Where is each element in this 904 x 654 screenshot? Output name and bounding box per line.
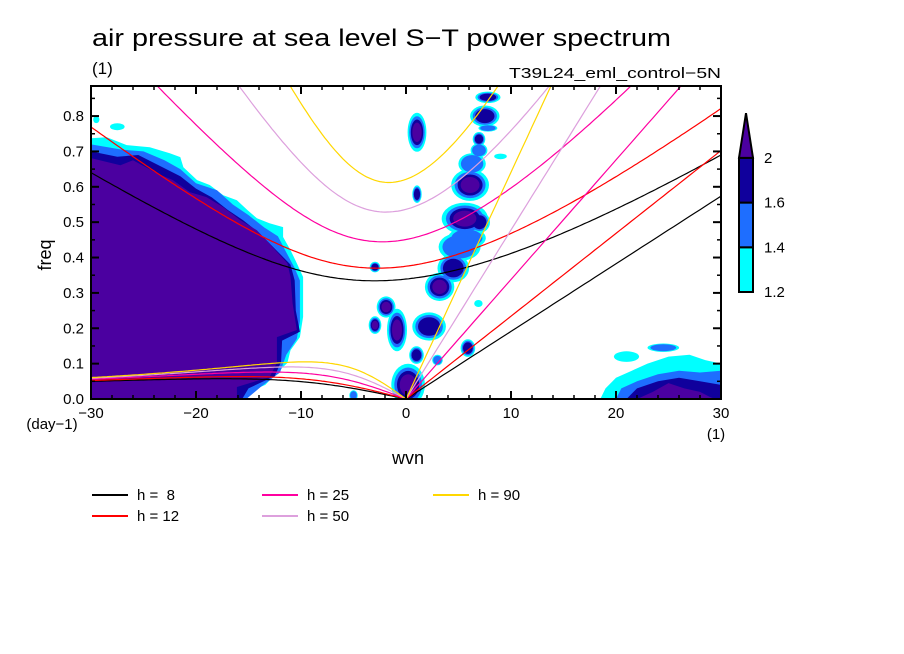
contour-blob-level-1_4 [472, 144, 486, 157]
y-tick-label: 0.0 [63, 391, 84, 408]
dispersion-curve-kelvin-h25 [405, 86, 682, 399]
legend-label: h = 90 [478, 487, 520, 504]
legend-item: h = 8 [92, 487, 175, 504]
contour-blob-level-1_6 [474, 134, 484, 144]
y-tick-label: 0.5 [63, 214, 84, 231]
contour-blob-level-1_2 [613, 351, 640, 362]
legend-item: h = 90 [433, 487, 520, 504]
x-axis-label: wvn [391, 448, 424, 468]
y-tick-label: 0.2 [63, 320, 84, 337]
contour-blob-level-1_6 [413, 188, 421, 200]
contour-blob-level-2 [460, 177, 480, 193]
contour-blob-level-2 [399, 374, 417, 396]
contour-blob-level-1_2 [110, 123, 125, 131]
contour-blob-level-2 [371, 320, 379, 330]
y-axis-unit-label: (day−1) [26, 416, 77, 433]
contour-blob-level-1_6 [442, 258, 464, 278]
contour-blob-level-1_4 [350, 391, 357, 399]
y-tick-label: 0.4 [63, 250, 84, 267]
colorbar: 1.2 1.4 1.6 2 [737, 113, 785, 301]
colorbar-label: 1.2 [764, 284, 785, 301]
dispersion-curve-kelvin-h90 [405, 86, 552, 399]
contour-blob-level-1_2 [494, 153, 507, 160]
y-tick-label: 0.6 [63, 179, 84, 196]
legend-label: h = 12 [137, 508, 179, 525]
y-tick-label: 0.8 [63, 108, 84, 125]
colorbar-extend-triangle [737, 113, 755, 159]
dispersion-curve-n1-equatorial-rossby-h25 [91, 371, 407, 399]
legend-item: h = 25 [262, 487, 349, 504]
dispersion-curve-n1-equatorial-rossby-h90 [91, 361, 407, 399]
x-tick-label: −10 [288, 405, 313, 422]
dispersion-curve-layer [91, 86, 721, 399]
colorbar-label: 1.6 [764, 195, 785, 212]
y-tick-label: 0.1 [63, 356, 84, 373]
legend: h = 8 h = 12 h = 25 h = 50 h = 90 [92, 487, 520, 525]
dispersion-curve-kelvin-h50 [405, 86, 602, 399]
x-tick-label: 30 [713, 405, 730, 422]
legend-item: h = 12 [92, 508, 179, 525]
contour-blob-level-2 [412, 122, 422, 142]
axes-layer: −30 −20 −10 0 10 20 30 0.0 0.1 0.2 0.3 0.4 0.5 0.6 0.7… [63, 85, 730, 422]
contour-blob-level-2 [381, 301, 391, 313]
colorbar-label: 2 [764, 150, 772, 167]
x-tick-label: 0 [402, 405, 410, 422]
contour-region-level-2 [637, 383, 716, 399]
dispersion-curve-n1-inertio-gravity-h12 [91, 108, 721, 269]
dispersion-curve-n1-inertio-gravity-h50 [238, 86, 551, 213]
x-tick-label: 10 [503, 405, 520, 422]
x-tick-label: −20 [183, 405, 208, 422]
dispersion-curve-n1-equatorial-rossby-h12 [91, 376, 407, 399]
x-axis-unit-label: (1) [707, 426, 725, 443]
contour-blob-level-1_4 [460, 155, 484, 173]
contour-blob-level-1_2 [93, 116, 100, 124]
contour-blob-level-2 [392, 319, 402, 341]
contour-blob-level-1_4 [650, 344, 677, 352]
legend-label: h = 8 [137, 487, 175, 504]
y-tick-label: 0.3 [63, 285, 84, 302]
y-axis-label: freq [35, 239, 55, 270]
contour-blob-level-1_6 [411, 349, 422, 361]
contour-blob-level-1_4 [480, 125, 496, 131]
legend-label: h = 25 [307, 487, 349, 504]
chart-subtitle-left: (1) [92, 59, 113, 78]
contour-blob-level-2 [432, 279, 447, 294]
dispersion-curve-n1-inertio-gravity-h25 [156, 86, 632, 243]
x-tick-label: 20 [608, 405, 625, 422]
chart-subtitle-right: T39L24_eml_control−5N [509, 65, 721, 82]
colorbar-segment [738, 246, 754, 294]
colorbar-label: 1.4 [764, 239, 785, 256]
contour-blob-level-1_6 [463, 342, 473, 354]
chart-title: air pressure at sea level S−T power spec… [92, 25, 671, 52]
legend-label: h = 50 [307, 508, 349, 525]
contour-blob-level-1_6 [418, 317, 441, 336]
contour-blob-level-1_6 [371, 263, 379, 271]
colorbar-segment [738, 156, 754, 204]
contour-fill-layer [91, 91, 721, 399]
contour-region-level-2 [91, 158, 297, 399]
contour-blob-level-1_6 [475, 109, 495, 124]
y-tick-label: 0.7 [63, 143, 84, 160]
dispersion-curve-n1-inertio-gravity-h8 [91, 154, 721, 282]
dispersion-curve-n1-inertio-gravity-h90 [289, 86, 499, 184]
legend-item: h = 50 [262, 508, 349, 525]
contour-blob-level-1_2 [474, 300, 483, 307]
dispersion-curve-kelvin-h12 [405, 150, 721, 399]
contour-blob-level-1_4 [442, 235, 477, 259]
contour-blob-level-1_4 [433, 355, 442, 365]
colorbar-segment [738, 201, 754, 249]
dispersion-curve-n1-equatorial-rossby-h8 [91, 378, 407, 399]
dispersion-curve-kelvin-h8 [405, 195, 721, 399]
dispersion-curve-n1-equatorial-rossby-h50 [91, 366, 407, 399]
x-tick-label: −30 [78, 405, 103, 422]
